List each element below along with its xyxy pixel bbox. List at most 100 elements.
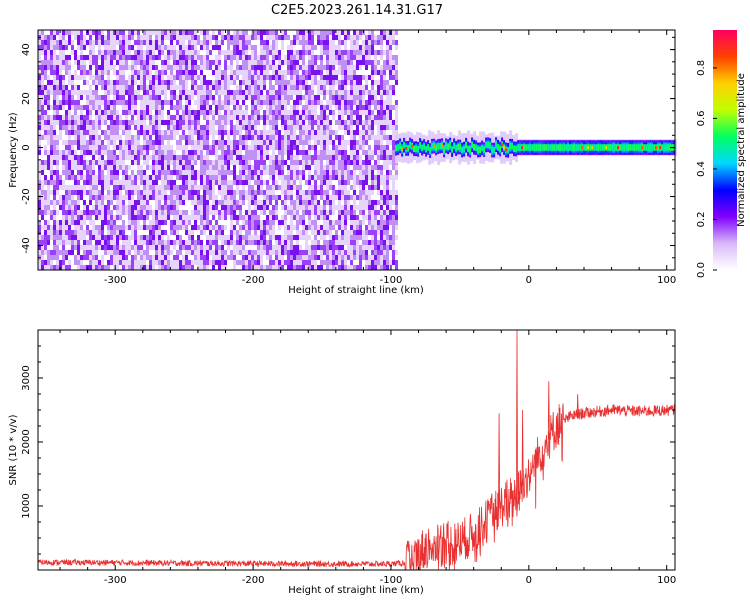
spectrogram-cell bbox=[119, 75, 122, 80]
spectrogram-cell bbox=[107, 165, 110, 170]
spectrogram-cell bbox=[104, 80, 107, 85]
spectrogram-cell bbox=[329, 225, 332, 230]
spectrogram-cell bbox=[125, 235, 128, 240]
spectrogram-cell bbox=[200, 80, 203, 85]
spectrogram-cell bbox=[62, 185, 65, 190]
spectrogram-cell bbox=[275, 105, 278, 110]
spectrogram-cell bbox=[68, 170, 71, 175]
spectrogram-cell bbox=[380, 255, 383, 260]
spectrogram-cell bbox=[365, 45, 368, 50]
spectrogram-cell bbox=[260, 75, 263, 80]
spectrogram-cell bbox=[209, 145, 212, 150]
spectrogram-cell bbox=[50, 120, 53, 125]
spectrogram-cell bbox=[224, 155, 227, 160]
spectrogram-cell bbox=[383, 50, 386, 55]
spectrogram-cell bbox=[326, 180, 329, 185]
spectrogram-cell bbox=[245, 240, 248, 245]
spectrogram-cell bbox=[359, 185, 362, 190]
spectrogram-cell bbox=[260, 105, 263, 110]
spectrogram-cell bbox=[272, 140, 275, 145]
spectrogram-cell bbox=[275, 215, 278, 220]
spectrogram-cell bbox=[383, 165, 386, 170]
spectrogram-cell bbox=[116, 225, 119, 230]
spectrogram-cell bbox=[44, 205, 47, 210]
spectrogram-cell bbox=[338, 105, 341, 110]
spectrogram-cell bbox=[308, 165, 311, 170]
spectrogram-cell bbox=[221, 70, 224, 75]
spectrogram-cell bbox=[233, 245, 236, 250]
spectrogram-cell bbox=[263, 55, 266, 60]
spectrogram-cell bbox=[92, 40, 95, 45]
spectrogram-cell bbox=[200, 100, 203, 105]
spectrogram-cell bbox=[266, 145, 269, 150]
spectrogram-cell bbox=[215, 100, 218, 105]
spectrogram-cell bbox=[65, 150, 68, 155]
spectrogram-cell bbox=[92, 175, 95, 180]
spectrogram-cell bbox=[290, 210, 293, 215]
spectrogram-cell bbox=[146, 175, 149, 180]
spectrogram-cell bbox=[53, 145, 56, 150]
spectrogram-cell bbox=[125, 150, 128, 155]
spectrogram-cell bbox=[368, 50, 371, 55]
spectrogram-cell bbox=[293, 160, 296, 165]
spectrogram-cell bbox=[260, 260, 263, 265]
spectrogram-cell bbox=[98, 150, 101, 155]
spectrogram-cell bbox=[269, 255, 272, 260]
spectrogram-cell bbox=[179, 240, 182, 245]
spectrogram-cell bbox=[125, 180, 128, 185]
spectrogram-cell bbox=[326, 195, 329, 200]
spectrogram-cell bbox=[161, 145, 164, 150]
spectrogram-cell bbox=[212, 125, 215, 130]
spectrogram-cell bbox=[251, 220, 254, 225]
spectrogram-cell bbox=[284, 30, 287, 35]
spectrogram-cell bbox=[254, 140, 257, 145]
spectrogram-cell bbox=[128, 200, 131, 205]
spectrogram-cell bbox=[65, 210, 68, 215]
spectrogram-cell bbox=[38, 40, 41, 45]
spectrogram-cell bbox=[362, 145, 365, 150]
spectrogram-cell bbox=[353, 170, 356, 175]
spectrogram-cell bbox=[41, 200, 44, 205]
spectrogram-cell bbox=[311, 200, 314, 205]
spectrogram-cell bbox=[176, 190, 179, 195]
spectrogram-cell bbox=[89, 105, 92, 110]
spectrogram-cell bbox=[233, 175, 236, 180]
spectrogram-cell bbox=[176, 65, 179, 70]
spectrogram-cell bbox=[158, 150, 161, 155]
spectrogram-cell bbox=[278, 235, 281, 240]
spectrogram-cell bbox=[275, 140, 278, 145]
spectrogram-cell bbox=[272, 45, 275, 50]
spectrogram-cell bbox=[164, 185, 167, 190]
spectrogram-cell bbox=[209, 185, 212, 190]
spectrogram-cell bbox=[56, 150, 59, 155]
spectrogram-cell bbox=[161, 230, 164, 235]
spectrogram-cell bbox=[107, 65, 110, 70]
spectrogram-cell bbox=[353, 190, 356, 195]
spectrogram-cell bbox=[263, 50, 266, 55]
spectrogram-cell bbox=[368, 195, 371, 200]
spectrogram-cell bbox=[86, 170, 89, 175]
spectrogram-cell bbox=[302, 105, 305, 110]
spectrogram-cell bbox=[113, 110, 116, 115]
spectrogram-cell bbox=[128, 110, 131, 115]
spectrogram-cell bbox=[206, 95, 209, 100]
spectrogram-cell bbox=[41, 160, 44, 165]
spectrogram-cell bbox=[104, 135, 107, 140]
spectrogram-cell bbox=[233, 150, 236, 155]
spectrogram-cell bbox=[218, 50, 221, 55]
spectrogram-cell bbox=[107, 145, 110, 150]
spectrogram-cell bbox=[254, 150, 257, 155]
spectrogram-cell bbox=[113, 255, 116, 260]
spectrogram-cell bbox=[242, 225, 245, 230]
spectrogram-cell bbox=[353, 40, 356, 45]
spectrogram-cell bbox=[347, 110, 350, 115]
spectrogram-cell bbox=[377, 230, 380, 235]
spectrogram-cell bbox=[140, 105, 143, 110]
spectrogram-cell bbox=[395, 190, 398, 195]
spectrogram-cell bbox=[302, 60, 305, 65]
spectrogram-cell bbox=[371, 260, 374, 265]
spectrogram-cell bbox=[353, 215, 356, 220]
spectrogram-cell bbox=[335, 90, 338, 95]
spectrogram-cell bbox=[287, 50, 290, 55]
spectrogram-cell bbox=[353, 185, 356, 190]
